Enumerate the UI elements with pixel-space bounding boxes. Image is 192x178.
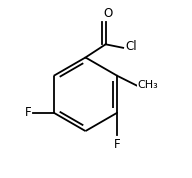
Text: F: F xyxy=(25,106,32,119)
Text: F: F xyxy=(114,138,121,151)
Text: CH₃: CH₃ xyxy=(137,80,158,90)
Text: O: O xyxy=(104,7,113,20)
Text: Cl: Cl xyxy=(125,40,137,53)
